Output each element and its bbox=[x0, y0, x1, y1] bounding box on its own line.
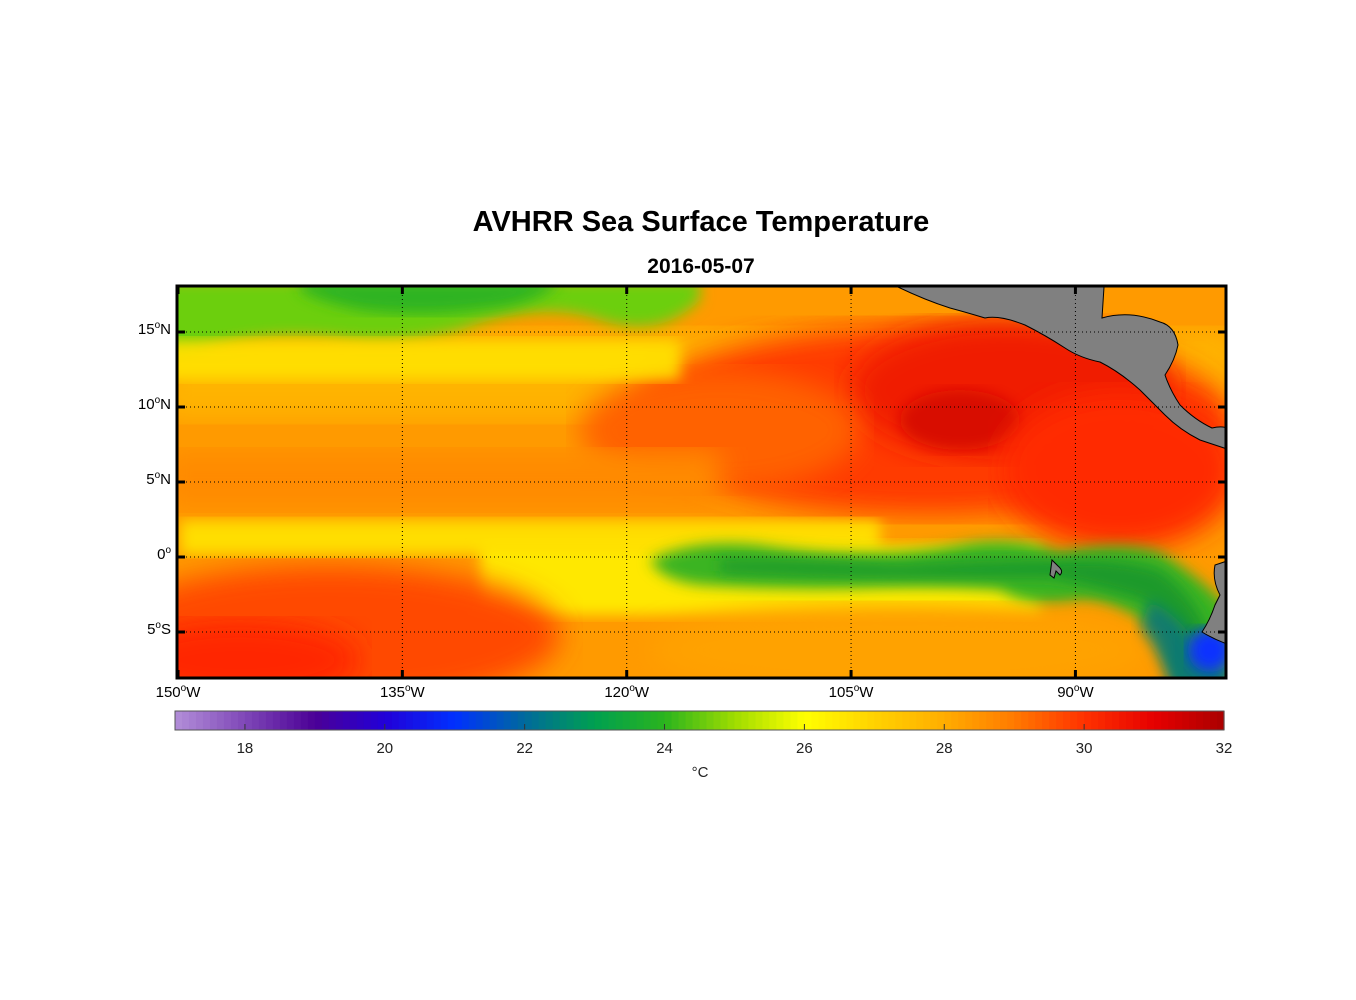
lat-tick-label: 10oN bbox=[137, 395, 171, 413]
land-masses bbox=[897, 287, 1225, 644]
sst-field bbox=[178, 287, 1225, 677]
south-america-land bbox=[1201, 561, 1225, 644]
colorbar-tick-label: 18 bbox=[236, 740, 254, 757]
lon-tick-label: 135oW bbox=[379, 683, 425, 701]
lat-tick-label: 15oN bbox=[137, 320, 171, 338]
galapagos-land bbox=[1049, 558, 1063, 579]
colorbar-tick-label: 22 bbox=[516, 740, 533, 757]
colorbar-tick-label: 28 bbox=[935, 740, 953, 757]
colorbar-unit-label: °C bbox=[691, 764, 709, 781]
lon-tick-label: 120oW bbox=[604, 683, 650, 701]
colorbar-tick-label: 20 bbox=[376, 740, 394, 757]
lat-tick-label: 5oN bbox=[146, 470, 171, 488]
colorbar-tick-label: 24 bbox=[656, 740, 673, 757]
colorbar-tick-label: 26 bbox=[796, 740, 813, 757]
lon-tick-label: 150oW bbox=[155, 683, 201, 701]
lat-tick-label: 5oS bbox=[147, 620, 171, 638]
map-date-subtitle: 2016-05-07 bbox=[647, 255, 755, 278]
central-america-land bbox=[897, 287, 1225, 449]
map-frame bbox=[175, 284, 1228, 680]
lat-tick-label: 0o bbox=[157, 545, 171, 563]
lon-tick-label: 90oW bbox=[1057, 683, 1094, 701]
map-title: AVHRR Sea Surface Temperature bbox=[472, 206, 930, 238]
lon-tick-label: 105oW bbox=[828, 683, 874, 701]
colorbar-tick-label: 32 bbox=[1215, 740, 1233, 757]
colorbar-tick-label: 30 bbox=[1075, 740, 1093, 757]
